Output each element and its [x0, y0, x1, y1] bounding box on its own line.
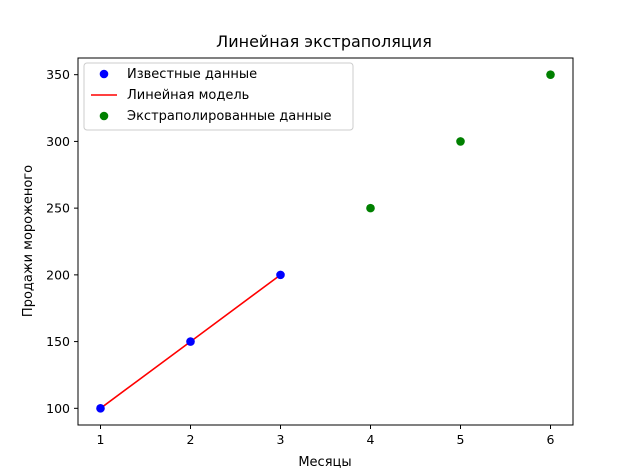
x-axis: 1 2 3 4 5 6 — [97, 425, 555, 447]
y-axis-label: Продажи мороженого — [21, 165, 36, 317]
extrapolated-data-point — [366, 203, 375, 213]
x-axis-label: Месяцы — [298, 455, 351, 470]
chart-title: Линейная экстраполяция — [216, 32, 432, 51]
legend-box — [83, 62, 354, 131]
extrapolated-data-point — [546, 70, 555, 79]
y-tick-label: 150 — [46, 334, 70, 349]
known-data-point — [96, 404, 105, 413]
legend: Известные данные Линейная модель Экстрапол… — [83, 62, 354, 131]
y-tick-label: 300 — [46, 134, 70, 149]
legend-marker-swatch — [99, 111, 109, 121]
legend-label: Известные данные — [127, 67, 257, 82]
known-data-point — [186, 337, 195, 346]
plot-frame — [77, 57, 574, 426]
legend-label: Экстраполированные данные — [127, 109, 332, 124]
x-tick-label: 5 — [457, 432, 465, 447]
y-tick-label: 200 — [46, 267, 70, 282]
x-tick-label: 3 — [277, 432, 285, 447]
legend-label: Линейная модель — [127, 88, 249, 103]
x-tick-label: 6 — [547, 432, 555, 447]
extrapolated-data-point — [456, 137, 465, 146]
known-data-point — [276, 270, 285, 280]
chart-marks — [96, 70, 555, 413]
x-tick-label: 1 — [97, 432, 105, 447]
plot-area — [77, 57, 574, 426]
y-axis: 100 150 200 250 300 350 — [46, 67, 78, 416]
x-tick-label: 4 — [367, 432, 375, 447]
x-tick-label: 2 — [187, 432, 195, 447]
legend-marker-swatch — [99, 69, 109, 79]
y-tick-label: 350 — [46, 67, 70, 82]
y-tick-label: 100 — [46, 401, 70, 416]
y-tick-label: 250 — [46, 201, 70, 216]
